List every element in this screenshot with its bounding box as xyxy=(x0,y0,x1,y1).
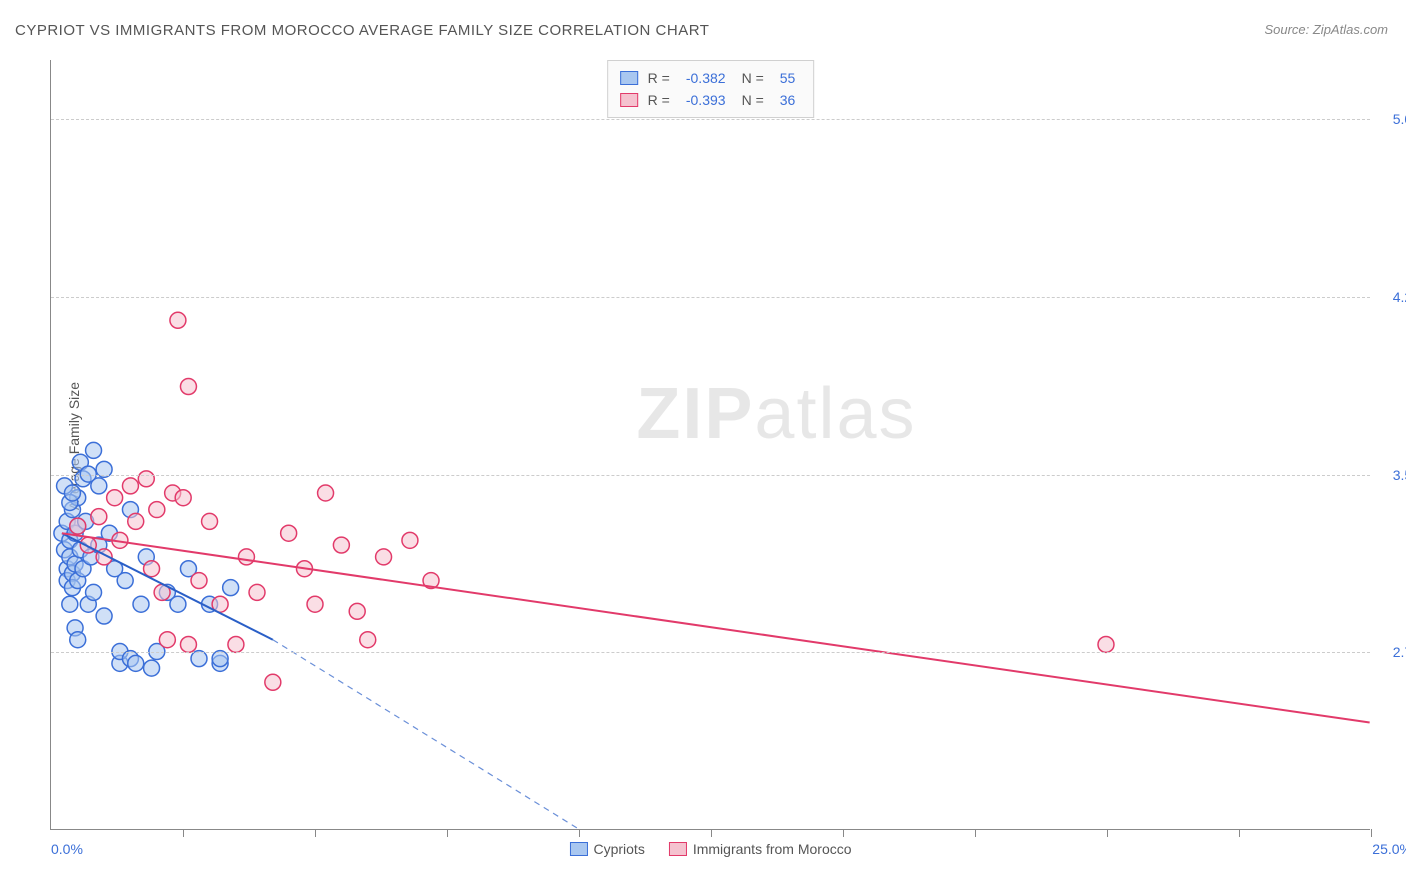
scatter-point xyxy=(180,636,196,652)
scatter-point xyxy=(86,584,102,600)
scatter-point xyxy=(281,525,297,541)
scatter-point xyxy=(133,596,149,612)
scatter-point xyxy=(64,485,80,501)
chart-svg xyxy=(51,60,1370,829)
x-tick xyxy=(1239,829,1240,837)
r-value-series-2: -0.393 xyxy=(686,89,726,111)
scatter-point xyxy=(91,478,107,494)
scatter-point xyxy=(70,518,86,534)
r-value-series-1: -0.382 xyxy=(686,67,726,89)
y-tick-label: 3.50 xyxy=(1375,467,1406,483)
y-tick-label: 2.75 xyxy=(1375,644,1406,660)
scatter-point xyxy=(238,549,254,565)
scatter-point xyxy=(191,573,207,589)
scatter-point xyxy=(333,537,349,553)
x-tick xyxy=(579,829,580,837)
scatter-point xyxy=(144,561,160,577)
n-value-series-2: 36 xyxy=(780,89,796,111)
scatter-point xyxy=(402,532,418,548)
x-tick xyxy=(315,829,316,837)
legend-row-series-1: R = -0.382 N = 55 xyxy=(620,67,802,89)
scatter-point xyxy=(107,490,123,506)
scatter-point xyxy=(307,596,323,612)
legend-correlation-box: R = -0.382 N = 55 R = -0.393 N = 36 xyxy=(607,60,815,118)
gridline-h xyxy=(51,119,1370,120)
regression-line xyxy=(62,533,1370,722)
scatter-point xyxy=(170,312,186,328)
swatch-series-2 xyxy=(620,93,638,107)
x-tick xyxy=(975,829,976,837)
swatch-series-1 xyxy=(620,71,638,85)
x-tick xyxy=(843,829,844,837)
plot-area: ZIPatlas R = -0.382 N = 55 R = -0.393 N … xyxy=(50,60,1370,830)
legend-item-series-1: Cypriots xyxy=(569,841,644,857)
scatter-point xyxy=(128,655,144,671)
x-tick xyxy=(711,829,712,837)
scatter-point xyxy=(144,660,160,676)
scatter-point xyxy=(117,573,133,589)
scatter-point xyxy=(149,502,165,518)
scatter-point xyxy=(249,584,265,600)
gridline-h xyxy=(51,297,1370,298)
x-tick xyxy=(183,829,184,837)
scatter-point xyxy=(122,478,138,494)
scatter-point xyxy=(228,636,244,652)
gridline-h xyxy=(51,652,1370,653)
scatter-point xyxy=(265,674,281,690)
regression-line-extrapolated xyxy=(273,640,579,829)
scatter-point xyxy=(80,537,96,553)
y-tick-label: 4.25 xyxy=(1375,289,1406,305)
scatter-point xyxy=(175,490,191,506)
scatter-point xyxy=(180,379,196,395)
legend-label-series-1: Cypriots xyxy=(593,841,644,857)
x-tick xyxy=(1371,829,1372,837)
gridline-h xyxy=(51,475,1370,476)
legend-bottom: Cypriots Immigrants from Morocco xyxy=(569,841,851,857)
scatter-point xyxy=(1098,636,1114,652)
scatter-point xyxy=(138,471,154,487)
n-value-series-1: 55 xyxy=(780,67,796,89)
scatter-point xyxy=(96,608,112,624)
scatter-point xyxy=(223,580,239,596)
scatter-point xyxy=(159,632,175,648)
chart-title: CYPRIOT VS IMMIGRANTS FROM MOROCCO AVERA… xyxy=(15,22,709,39)
source-attribution: Source: ZipAtlas.com xyxy=(1264,22,1388,37)
chart-container: CYPRIOT VS IMMIGRANTS FROM MOROCCO AVERA… xyxy=(0,0,1406,892)
swatch-bottom-2 xyxy=(669,842,687,856)
scatter-point xyxy=(202,513,218,529)
swatch-bottom-1 xyxy=(569,842,587,856)
scatter-point xyxy=(360,632,376,648)
scatter-point xyxy=(318,485,334,501)
scatter-point xyxy=(170,596,186,612)
scatter-point xyxy=(349,603,365,619)
y-tick-label: 5.00 xyxy=(1375,111,1406,127)
x-tick xyxy=(1107,829,1108,837)
legend-row-series-2: R = -0.393 N = 36 xyxy=(620,89,802,111)
x-axis-min-label: 0.0% xyxy=(51,841,83,857)
scatter-point xyxy=(91,509,107,525)
scatter-point xyxy=(62,596,78,612)
x-tick xyxy=(447,829,448,837)
x-axis-max-label: 25.0% xyxy=(1372,841,1406,857)
scatter-point xyxy=(70,632,86,648)
legend-label-series-2: Immigrants from Morocco xyxy=(693,841,852,857)
scatter-point xyxy=(376,549,392,565)
scatter-point xyxy=(128,513,144,529)
legend-item-series-2: Immigrants from Morocco xyxy=(669,841,852,857)
scatter-point xyxy=(86,442,102,458)
